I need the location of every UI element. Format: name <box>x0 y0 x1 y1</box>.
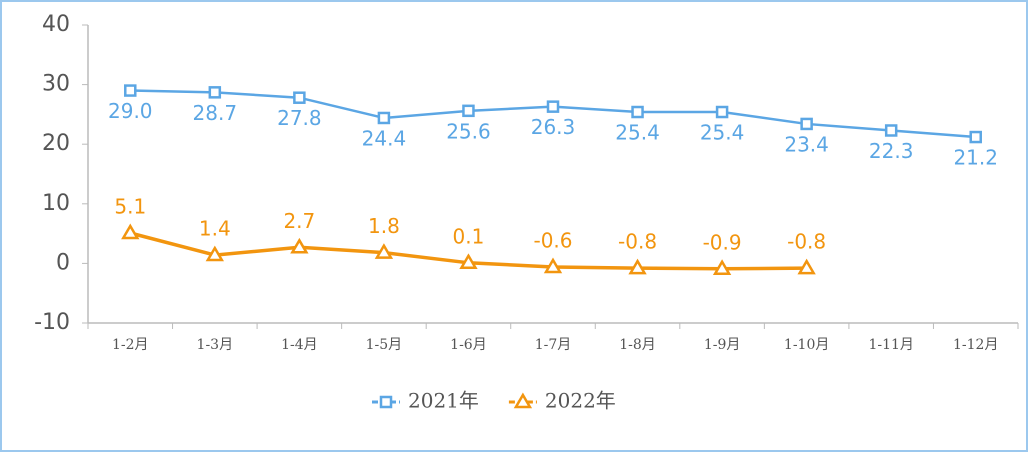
point <box>712 259 732 276</box>
value-label: 22.3 <box>869 139 914 163</box>
value-label: 23.4 <box>784 132 829 156</box>
x-tick-label: 1-3月 <box>197 337 234 353</box>
point <box>121 223 140 240</box>
y-tick-label: 0 <box>56 250 70 275</box>
point <box>293 91 306 104</box>
legend-label: 2021年 <box>408 389 479 413</box>
y-tick-label: -10 <box>34 310 70 335</box>
value-label: 1.8 <box>368 214 400 238</box>
value-label: -0.6 <box>533 228 572 252</box>
value-label: -0.8 <box>618 230 657 254</box>
point <box>459 253 478 270</box>
point <box>377 111 391 125</box>
x-tick-label: 1-8月 <box>619 337 656 353</box>
value-label: 27.8 <box>277 106 322 130</box>
value-label: 26.3 <box>531 115 576 139</box>
y-tick-label: 30 <box>42 72 70 97</box>
value-label: 29.0 <box>108 99 153 123</box>
y-tick-label: 10 <box>42 191 70 216</box>
point <box>631 105 644 119</box>
value-label: 24.4 <box>362 126 407 150</box>
point <box>205 245 224 262</box>
value-label: 28.7 <box>193 101 238 125</box>
x-tick-label: 1-5月 <box>366 337 403 353</box>
x-tick-label: 1-9月 <box>704 337 741 353</box>
value-label: -0.9 <box>703 230 742 254</box>
x-tick-label: 1-4月 <box>281 337 318 353</box>
value-label: 1.4 <box>199 217 231 241</box>
point <box>513 392 533 409</box>
value-label: 2.7 <box>283 209 315 233</box>
point <box>290 237 309 254</box>
point <box>800 117 813 131</box>
point <box>969 130 982 144</box>
point <box>715 105 729 119</box>
y-tick-label: 20 <box>42 131 70 156</box>
value-label: 25.4 <box>615 121 660 145</box>
point <box>884 124 898 137</box>
x-tick-label: 1-10月 <box>784 337 829 353</box>
value-label: 25.4 <box>700 121 745 145</box>
point <box>208 86 222 99</box>
value-label: -0.8 <box>787 230 826 254</box>
x-tick-label: 1-11月 <box>868 337 913 353</box>
value-label: 5.1 <box>114 195 146 219</box>
x-tick-label: 1-7月 <box>535 337 572 353</box>
point <box>124 84 137 97</box>
x-tick-label: 1-2月 <box>112 337 149 353</box>
point <box>374 243 394 259</box>
point <box>462 104 475 118</box>
point <box>546 100 560 113</box>
point <box>628 258 647 275</box>
y-tick-label: 40 <box>42 12 70 37</box>
value-label: 25.6 <box>446 119 491 143</box>
value-label: 21.2 <box>953 146 998 170</box>
x-tick-label: 1-12月 <box>953 337 998 353</box>
value-label: 0.1 <box>453 224 485 248</box>
legend-label: 2022年 <box>545 389 616 413</box>
point <box>379 395 393 409</box>
x-tick-label: 1-6月 <box>450 337 487 353</box>
point <box>797 258 816 275</box>
point <box>543 257 563 274</box>
